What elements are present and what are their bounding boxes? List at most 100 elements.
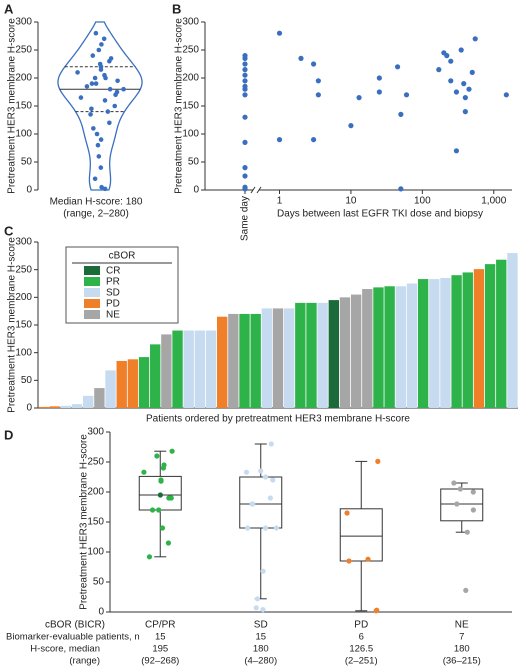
dot	[98, 165, 104, 170]
y-tick-label: 150	[15, 101, 32, 112]
bar	[507, 253, 518, 408]
bar	[83, 395, 94, 408]
dot	[89, 81, 95, 86]
axis-break	[250, 186, 256, 194]
bar	[350, 294, 362, 408]
x-tick-label: SD	[254, 620, 268, 631]
panel-label: C	[4, 223, 14, 238]
x-axis-title: Patients ordered by pretreatment HER3 me…	[146, 414, 410, 425]
dot	[298, 55, 304, 62]
y-tick-label: 200	[15, 73, 32, 84]
bar	[283, 308, 295, 408]
dot	[315, 92, 321, 98]
dot	[462, 95, 468, 101]
dot	[453, 89, 460, 95]
dot	[448, 58, 454, 64]
dot	[356, 95, 362, 101]
legend-swatch	[84, 266, 100, 275]
y-tick-label: 50	[21, 157, 33, 168]
caption: (range, 2–280)	[63, 209, 129, 220]
y-tick-label: 100	[87, 547, 104, 558]
bar	[217, 316, 228, 408]
dot	[93, 30, 99, 36]
bar	[440, 277, 451, 408]
dot	[107, 120, 112, 126]
dot	[107, 86, 113, 92]
dot	[161, 462, 167, 468]
bar	[228, 313, 239, 408]
dot	[141, 469, 147, 475]
dot	[243, 469, 250, 475]
dot	[99, 42, 104, 47]
bar	[205, 330, 217, 408]
bar	[406, 283, 418, 408]
x-tick-label: NE	[455, 620, 469, 631]
dot	[344, 510, 350, 516]
y-tick-label: 100	[15, 129, 32, 140]
table-cell: 180	[253, 644, 269, 655]
dot	[273, 525, 280, 531]
bar	[194, 330, 206, 408]
dot	[95, 142, 101, 148]
panel-label: D	[4, 427, 13, 442]
dot	[461, 81, 467, 87]
dot	[451, 480, 457, 486]
bar	[71, 404, 83, 408]
bar	[462, 272, 473, 408]
bar	[127, 359, 139, 408]
dot	[102, 186, 108, 192]
y-axis-title: Pretreatment HER3 membrane H-score	[79, 434, 90, 610]
dot	[149, 507, 156, 513]
legend-title: cBOR	[109, 251, 136, 262]
legend-label: PR	[106, 277, 120, 288]
dot	[454, 501, 460, 507]
dot	[242, 114, 248, 120]
dot	[107, 58, 112, 64]
bar	[373, 287, 384, 408]
dot	[466, 86, 472, 92]
dot	[99, 184, 104, 190]
bar	[484, 264, 496, 408]
table-cell: (36–215)	[443, 656, 481, 667]
dot	[250, 501, 256, 507]
y-tick-label: 200	[15, 292, 32, 303]
dot	[91, 126, 96, 131]
x-axis-title: Days between last EGFR TKI dose and biop…	[277, 209, 483, 220]
bar	[138, 357, 150, 408]
table-cell: 180	[454, 644, 470, 655]
bar	[362, 289, 373, 408]
dot	[258, 468, 264, 474]
dot	[242, 139, 248, 145]
dot	[260, 568, 266, 574]
bar	[116, 360, 127, 408]
dot	[260, 607, 266, 613]
dot	[453, 148, 460, 154]
bar	[295, 302, 306, 408]
bar	[317, 302, 328, 408]
y-tick-label: 50	[188, 157, 200, 168]
bar	[451, 275, 462, 408]
bar	[384, 286, 395, 408]
dot	[310, 137, 317, 143]
dot	[242, 92, 248, 98]
bar	[172, 330, 183, 408]
y-tick-label: 300	[15, 237, 32, 248]
legend-label: PD	[106, 299, 120, 310]
dot	[101, 36, 107, 42]
dot	[98, 67, 104, 72]
bar	[473, 269, 485, 408]
dot	[96, 47, 102, 53]
table-row-label: H-score, median	[30, 644, 100, 655]
dot	[90, 53, 96, 58]
y-tick-label: 100	[182, 129, 199, 140]
bar	[49, 406, 60, 408]
dot	[245, 525, 251, 531]
table-cell: 195	[152, 644, 168, 655]
y-tick-label: 150	[15, 320, 32, 331]
legend-label: NE	[106, 310, 120, 321]
y-tick-label: 0	[193, 185, 199, 196]
dot	[268, 441, 274, 447]
x-tick-label: Same day	[240, 196, 251, 241]
y-tick-label: 50	[21, 375, 33, 386]
